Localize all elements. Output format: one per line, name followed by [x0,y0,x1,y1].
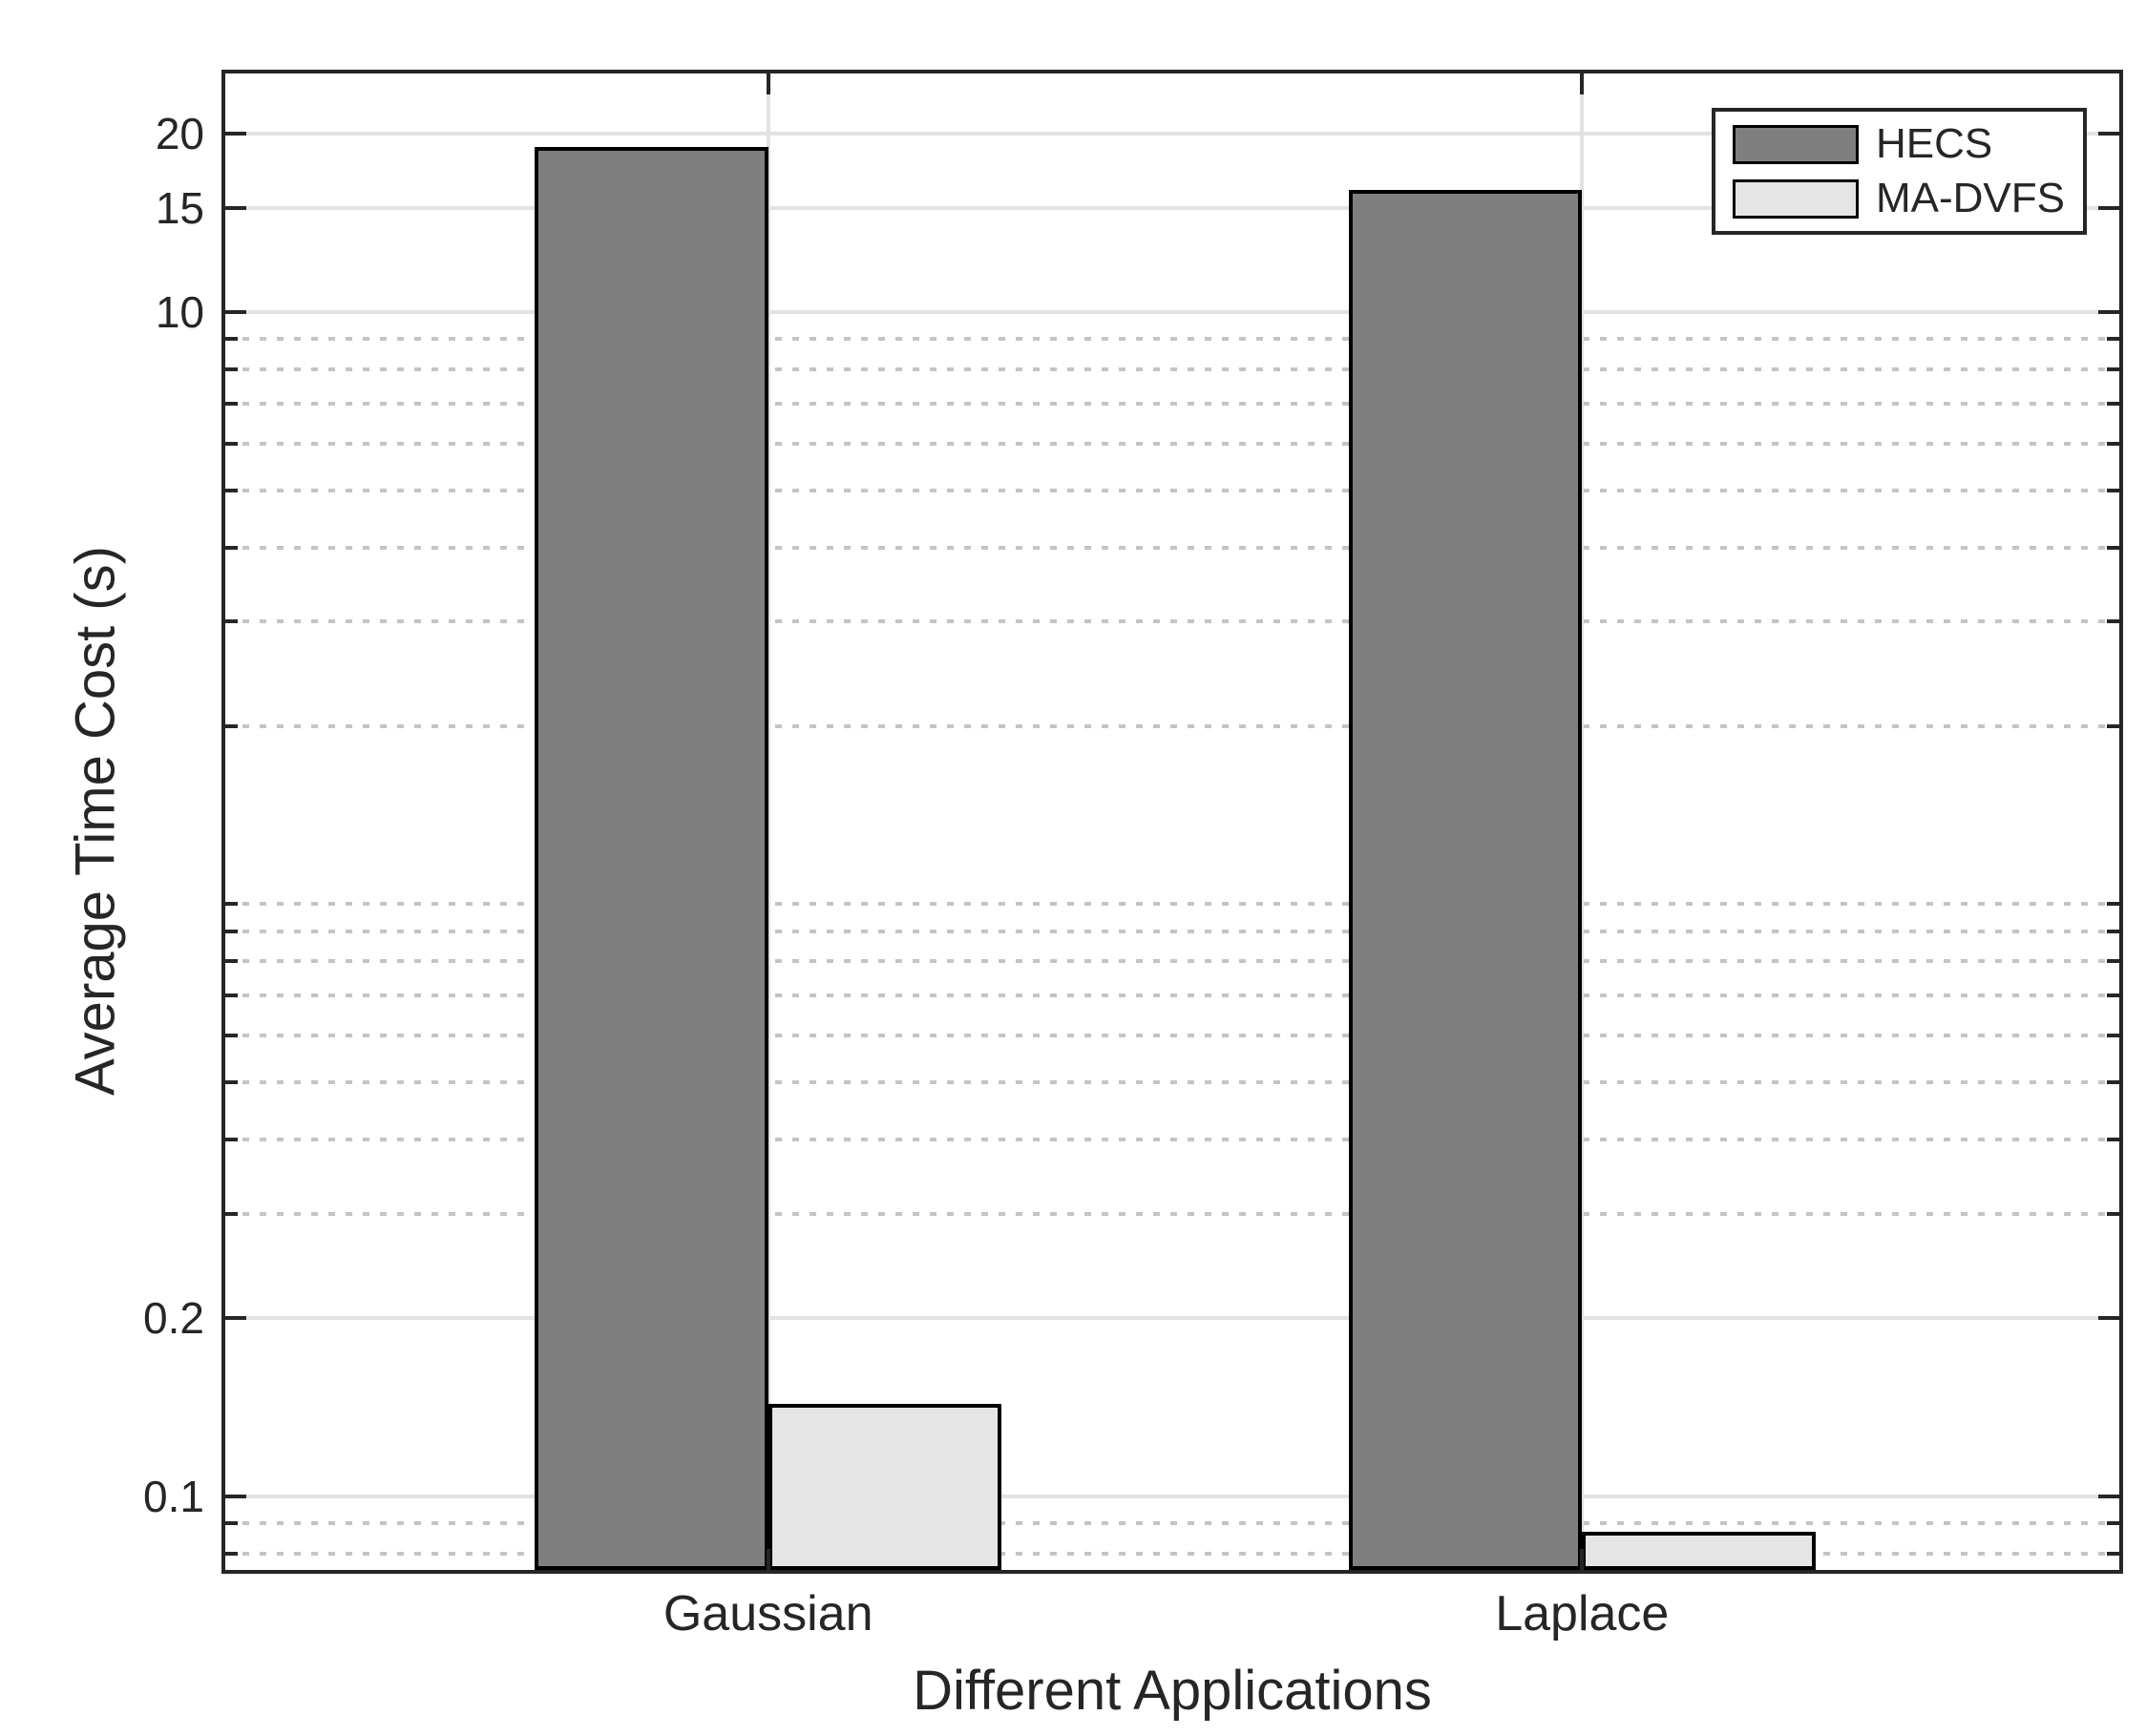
y-minor-tick-left [225,1520,238,1525]
y-minor-tick-right [2107,337,2119,342]
y-minor-tick-right [2107,1033,2119,1037]
y-minor-tick-left [225,441,238,446]
x-tick-top [1580,73,1585,94]
y-minor-tick-right [2107,488,2119,492]
y-minor-tick-right [2107,402,2119,407]
minor-gridline [225,1079,2119,1084]
y-major-tick-left [225,1494,246,1498]
major-gridline [225,310,2119,315]
minor-gridline [225,367,2119,372]
minor-gridline [225,1520,2119,1525]
minor-gridline [225,441,2119,446]
y-tick-label: 10 [155,287,204,338]
bar-hecs-gaussian [534,147,768,1570]
minor-gridline [225,1551,2119,1556]
y-minor-tick-left [225,723,238,728]
y-minor-tick-right [2107,619,2119,624]
y-major-tick-right [2098,132,2119,136]
y-minor-tick-right [2107,1520,2119,1525]
major-gridline [225,1494,2119,1498]
legend-swatch-hecs [1733,124,1859,164]
minor-gridline [225,337,2119,342]
legend-swatch-ma-dvfs [1733,178,1859,219]
y-minor-tick-left [225,929,238,933]
y-minor-tick-left [225,959,238,964]
minor-gridline [225,619,2119,624]
y-minor-tick-right [2107,929,2119,933]
y-minor-tick-right [2107,993,2119,998]
y-minor-tick-right [2107,1138,2119,1142]
minor-gridline [225,1211,2119,1216]
y-tick-label: 15 [155,182,204,233]
minor-gridline [225,723,2119,728]
y-tick-label: 0.2 [143,1292,204,1343]
x-tick-bottom [1580,1549,1585,1570]
y-minor-tick-right [2107,367,2119,372]
y-minor-tick-left [225,367,238,372]
y-axis-label: Average Time Cost (s) [64,546,127,1096]
minor-gridline [225,545,2119,550]
y-major-tick-left [225,132,246,136]
y-minor-tick-left [225,545,238,550]
category-label-gaussian: Gaussian [663,1586,873,1642]
major-gridline [225,1315,2119,1320]
bar-ma-dvfs-laplace [1582,1532,1816,1570]
y-minor-tick-right [2107,441,2119,446]
y-minor-tick-right [2107,1211,2119,1216]
category-gridline [766,73,770,1570]
legend-row-ma-dvfs: MA-DVFS [1715,175,2083,221]
y-minor-tick-left [225,993,238,998]
y-major-tick-right [2098,205,2119,210]
y-tick-label: 0.1 [143,1471,204,1521]
y-minor-tick-left [225,902,238,907]
y-minor-tick-right [2107,1079,2119,1084]
minor-gridline [225,1033,2119,1037]
y-minor-tick-left [225,402,238,407]
y-tick-label: 20 [155,109,204,159]
y-major-tick-right [2098,310,2119,315]
bar-ma-dvfs-gaussian [768,1404,1002,1570]
y-minor-tick-left [225,1551,238,1556]
minor-gridline [225,993,2119,998]
plot-area [221,70,2123,1574]
minor-gridline [225,488,2119,492]
x-tick-top [766,73,770,94]
y-major-tick-right [2098,1494,2119,1498]
minor-gridline [225,402,2119,407]
y-major-tick-left [225,310,246,315]
legend-row-hecs: HECS [1715,120,2083,167]
y-major-tick-left [225,205,246,210]
y-minor-tick-right [2107,723,2119,728]
minor-gridline [225,929,2119,933]
major-gridline [225,205,2119,210]
minor-gridline [225,1138,2119,1142]
y-major-tick-right [2098,1315,2119,1320]
major-gridline [225,132,2119,136]
y-major-tick-left [225,1315,246,1320]
category-label-laplace: Laplace [1495,1586,1670,1642]
category-gridline [1580,73,1585,1570]
y-minor-tick-left [225,1079,238,1084]
y-minor-tick-left [225,1138,238,1142]
y-minor-tick-right [2107,1551,2119,1556]
legend-label-hecs: HECS [1876,120,1993,167]
x-axis-label: Different Applications [913,1660,1432,1722]
y-minor-tick-right [2107,902,2119,907]
legend-label-ma-dvfs: MA-DVFS [1876,175,2065,221]
y-minor-tick-left [225,488,238,492]
y-minor-tick-left [225,1033,238,1037]
y-minor-tick-right [2107,959,2119,964]
y-minor-tick-right [2107,545,2119,550]
y-minor-tick-left [225,337,238,342]
bar-hecs-laplace [1348,189,1583,1570]
minor-gridline [225,959,2119,964]
x-tick-bottom [766,1549,770,1570]
legend: HECS MA-DVFS [1712,108,2087,235]
y-minor-tick-left [225,1211,238,1216]
minor-gridline [225,902,2119,907]
y-minor-tick-left [225,619,238,624]
